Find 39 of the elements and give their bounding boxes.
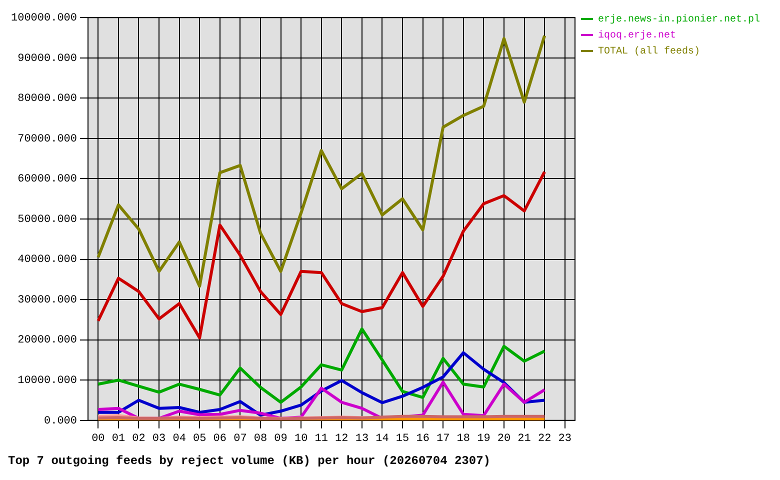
x-tick-label: 20 [497, 432, 511, 445]
x-tick-label: 04 [172, 432, 186, 445]
x-tick-label: 19 [477, 432, 490, 445]
y-tick-label: 50000.000 [18, 214, 78, 226]
y-tick-label: 10000.000 [18, 375, 78, 388]
x-tick-label: 16 [416, 432, 430, 445]
x-tick-label: 08 [254, 432, 268, 445]
x-tick-label: 11 [314, 432, 328, 445]
x-tick-label: 07 [234, 432, 247, 445]
x-tick-label: 17 [436, 432, 450, 445]
x-tick-label: 22 [538, 432, 552, 445]
y-tick-label: 70000.000 [18, 133, 78, 146]
y-tick-label: 0.000 [44, 415, 78, 428]
x-tick-label: 10 [294, 432, 308, 445]
x-tick-label: 06 [213, 432, 227, 445]
legend-label: TOTAL (all feeds) [598, 46, 700, 58]
x-tick-label: 00 [92, 432, 105, 445]
y-tick-label: 80000.000 [18, 93, 78, 106]
y-tick-label: 60000.000 [18, 174, 78, 186]
x-tick-label: 15 [396, 432, 410, 445]
y-tick-label: 30000.000 [18, 294, 78, 306]
y-tick-label: 90000.000 [18, 52, 78, 65]
x-tick-label: 12 [335, 432, 348, 445]
x-tick-label: 14 [376, 432, 390, 445]
text: Top 7 outgoing feeds by reject volume (KB) per hour (20260704 2307) [8, 454, 490, 468]
y-tick-label: 20000.000 [18, 334, 78, 347]
x-tick-label: 23 [558, 432, 572, 445]
x-tick-label: 01 [112, 432, 126, 445]
x-tick-label: 13 [355, 432, 369, 445]
x-tick-label: 02 [132, 432, 146, 445]
x-tick-label: 18 [456, 432, 470, 445]
y-tick-label: 100000.000 [10, 12, 78, 25]
y-tick-label: 40000.000 [18, 254, 78, 266]
legend-label: erje.news-in.pionier.net.pl [598, 14, 760, 26]
x-tick-label: 05 [193, 432, 206, 445]
legend-label: iqoq.erje.net [598, 30, 676, 42]
x-tick-label: 09 [274, 432, 288, 445]
x-tick-label: 03 [152, 432, 166, 445]
x-tick-label: 21 [518, 432, 532, 445]
